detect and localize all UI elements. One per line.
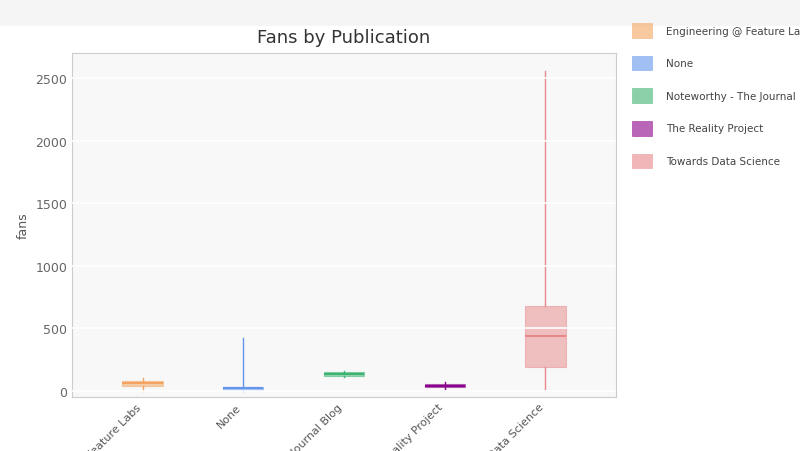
- Text: The Reality Project: The Reality Project: [666, 124, 763, 134]
- PathPatch shape: [324, 373, 364, 376]
- Title: Fans by Publication: Fans by Publication: [258, 29, 430, 47]
- Text: None: None: [666, 59, 693, 69]
- Text: Towards Data Science: Towards Data Science: [666, 156, 779, 166]
- Y-axis label: fans: fans: [17, 212, 30, 239]
- PathPatch shape: [425, 384, 465, 387]
- Text: Engineering @ Feature Labs: Engineering @ Feature Labs: [666, 27, 800, 37]
- PathPatch shape: [223, 387, 263, 390]
- PathPatch shape: [122, 381, 162, 387]
- Text: Noteworthy - The Journal Blog: Noteworthy - The Journal Blog: [666, 92, 800, 101]
- PathPatch shape: [526, 306, 566, 368]
